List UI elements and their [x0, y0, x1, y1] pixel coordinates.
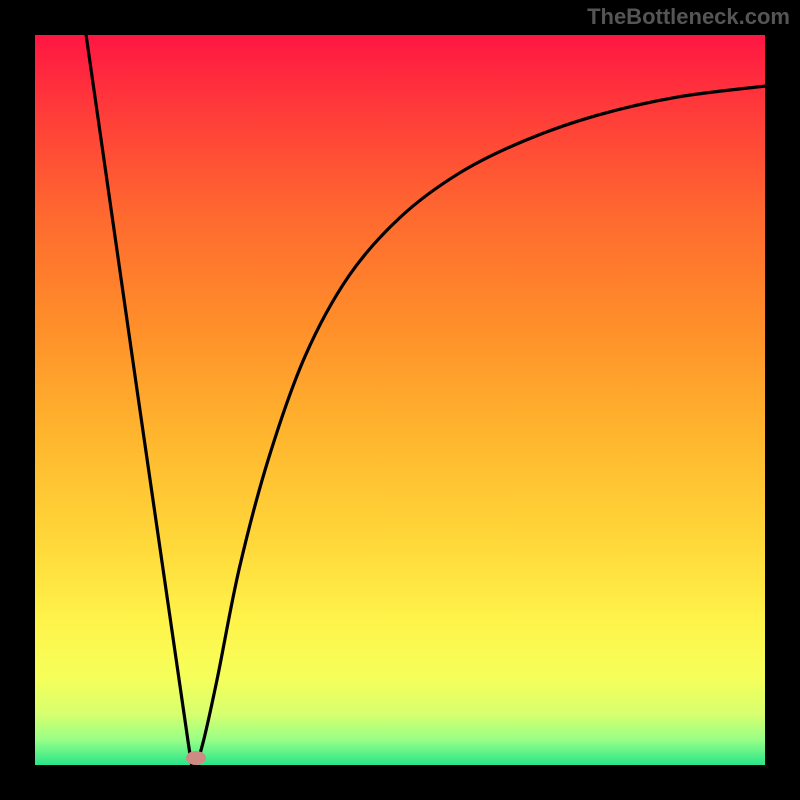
bottleneck-curve [86, 35, 765, 765]
optimum-marker [186, 751, 206, 765]
curve-svg [35, 35, 765, 765]
watermark-text: TheBottleneck.com [587, 4, 790, 30]
plot-area [35, 35, 765, 765]
chart-container: TheBottleneck.com [0, 0, 800, 800]
